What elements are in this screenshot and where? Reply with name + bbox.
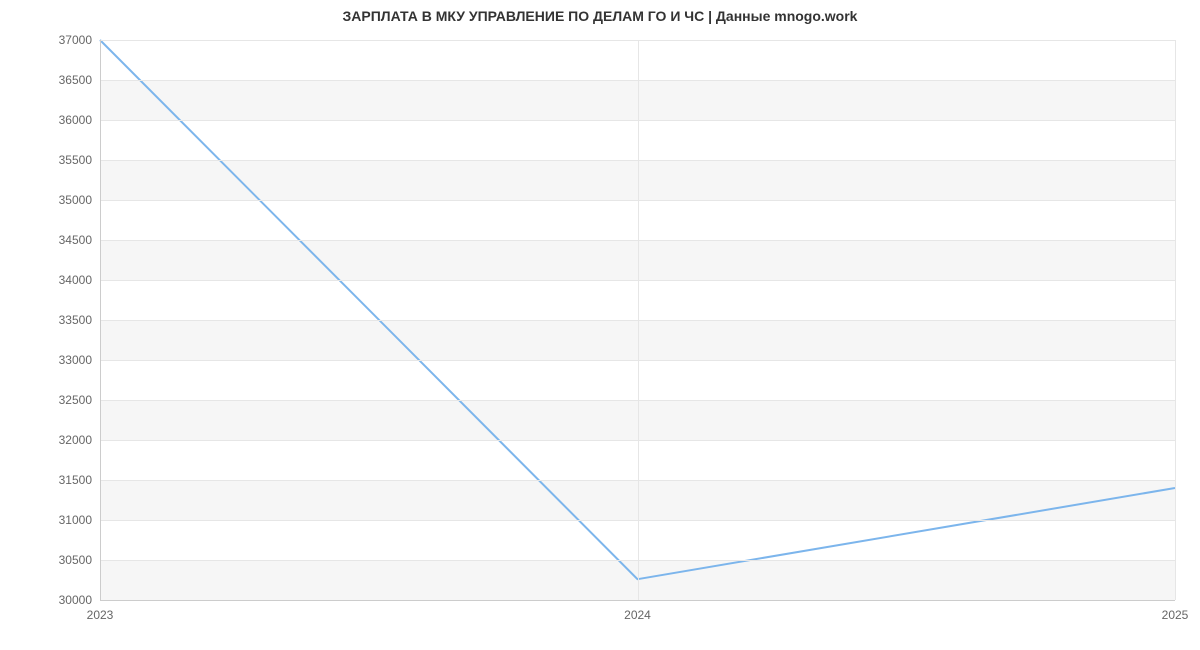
y-tick-label: 31000 [59, 513, 92, 527]
x-axis-line [100, 600, 1175, 601]
y-tick-label: 34000 [59, 273, 92, 287]
y-tick-label: 36500 [59, 73, 92, 87]
y-tick-label: 33000 [59, 353, 92, 367]
salary-line-chart: ЗАРПЛАТА В МКУ УПРАВЛЕНИЕ ПО ДЕЛАМ ГО И … [0, 0, 1200, 650]
x-tick-label: 2024 [624, 608, 651, 622]
y-tick-label: 34500 [59, 233, 92, 247]
chart-title: ЗАРПЛАТА В МКУ УПРАВЛЕНИЕ ПО ДЕЛАМ ГО И … [0, 8, 1200, 24]
x-tick-label: 2023 [87, 608, 114, 622]
y-axis-line [100, 40, 101, 600]
y-tick-label: 30000 [59, 593, 92, 607]
x-tick-label: 2025 [1162, 608, 1189, 622]
y-tick-label: 37000 [59, 33, 92, 47]
gridline-vertical [1175, 40, 1176, 600]
y-tick-label: 30500 [59, 553, 92, 567]
y-tick-label: 36000 [59, 113, 92, 127]
plot-area: 3000030500310003150032000325003300033500… [100, 40, 1175, 600]
y-tick-label: 32000 [59, 433, 92, 447]
y-tick-label: 32500 [59, 393, 92, 407]
y-tick-label: 35000 [59, 193, 92, 207]
y-tick-label: 31500 [59, 473, 92, 487]
y-tick-label: 33500 [59, 313, 92, 327]
gridline-vertical [638, 40, 639, 600]
y-tick-label: 35500 [59, 153, 92, 167]
